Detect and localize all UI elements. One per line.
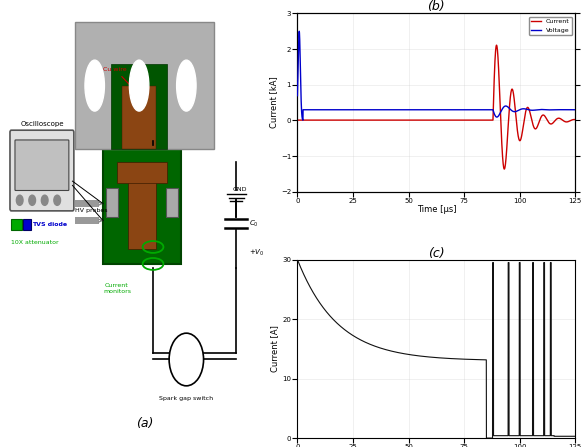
Bar bbox=[123, 86, 156, 149]
Title: (c): (c) bbox=[428, 247, 444, 260]
Text: HV probes: HV probes bbox=[76, 208, 107, 213]
Y-axis label: Current [A]: Current [A] bbox=[270, 325, 279, 372]
Bar bbox=[166, 188, 178, 217]
Circle shape bbox=[16, 195, 23, 205]
Circle shape bbox=[169, 333, 203, 386]
FancyArrowPatch shape bbox=[99, 219, 102, 222]
Text: Oscilloscope: Oscilloscope bbox=[20, 121, 64, 127]
Text: $C_0$: $C_0$ bbox=[249, 219, 259, 229]
Bar bbox=[76, 217, 99, 224]
Bar bbox=[23, 219, 31, 230]
Bar bbox=[112, 64, 167, 149]
Legend: Current, Voltage: Current, Voltage bbox=[529, 17, 572, 35]
Bar bbox=[128, 171, 156, 249]
Circle shape bbox=[29, 195, 35, 205]
Text: Spark gap switch: Spark gap switch bbox=[159, 396, 213, 401]
FancyBboxPatch shape bbox=[15, 140, 69, 190]
Bar bbox=[117, 162, 167, 183]
Text: (a): (a) bbox=[136, 417, 153, 430]
Bar bbox=[76, 22, 214, 149]
Text: GND: GND bbox=[232, 187, 247, 192]
Ellipse shape bbox=[177, 60, 196, 111]
Text: $+V_0$: $+V_0$ bbox=[249, 248, 264, 258]
Ellipse shape bbox=[85, 60, 105, 111]
Title: (b): (b) bbox=[428, 0, 445, 13]
Bar bbox=[106, 188, 119, 217]
Y-axis label: Current [kA]: Current [kA] bbox=[269, 77, 278, 128]
Text: 10X attenuator: 10X attenuator bbox=[12, 240, 59, 245]
Text: Current
monitors: Current monitors bbox=[103, 283, 131, 294]
Text: TVS diode: TVS diode bbox=[32, 223, 67, 228]
Bar bbox=[12, 219, 22, 230]
Bar bbox=[76, 200, 99, 207]
Ellipse shape bbox=[130, 60, 149, 111]
FancyArrowPatch shape bbox=[99, 202, 102, 205]
FancyBboxPatch shape bbox=[10, 130, 74, 211]
Text: Cu wire: Cu wire bbox=[103, 67, 138, 93]
Circle shape bbox=[54, 195, 60, 205]
Bar bbox=[103, 145, 181, 264]
Circle shape bbox=[41, 195, 48, 205]
X-axis label: Time [μs]: Time [μs] bbox=[417, 206, 456, 215]
